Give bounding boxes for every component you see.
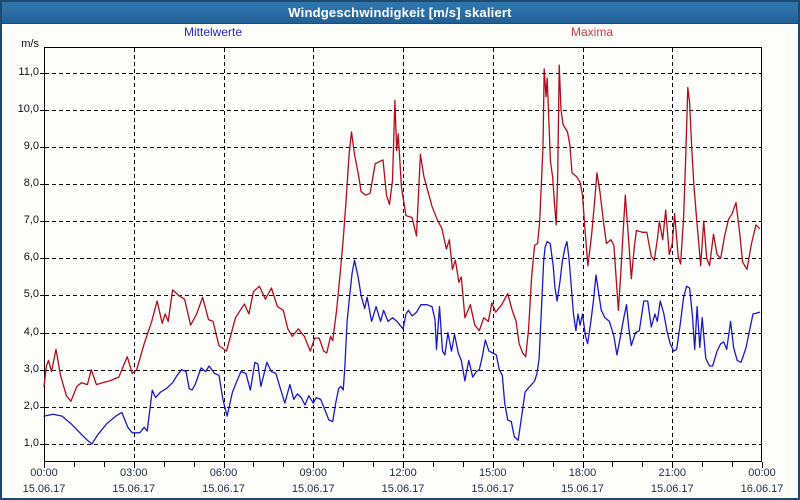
x-tick-date-label: 15.06.17: [471, 483, 515, 495]
y-tick-label: 11,0: [18, 65, 39, 78]
window-title: Windgeschwindigkeit [m/s] skaliert: [288, 5, 512, 20]
y-tick-label: 2,0: [23, 399, 39, 412]
x-tick-time-label: 18:00: [568, 467, 597, 479]
x-tick-time-label: 00:00: [748, 467, 776, 479]
y-axis-unit-label: m/s: [21, 38, 39, 50]
x-tick-time-label: 21:00: [658, 467, 687, 479]
y-tick-label: 10,0: [17, 102, 39, 115]
x-tick-date-label: 15.06.17: [112, 483, 156, 495]
mean-series-line: [43, 240, 761, 445]
x-tick-date-label: 15.06.17: [381, 483, 425, 495]
x-tick-date-label: 15.06.17: [202, 483, 245, 495]
y-tick-label: 1,0: [23, 436, 39, 449]
max-series-line: [43, 64, 761, 402]
x-tick-time-label: 00:00: [30, 467, 58, 479]
y-tick-label: 9,0: [23, 139, 39, 152]
x-tick-date-label: 15.06.17: [561, 483, 604, 495]
legend-maxima-label: Maxima: [570, 25, 614, 39]
x-tick-time-label: 15:00: [478, 467, 507, 479]
y-tick-label: 3,0: [23, 362, 39, 375]
legend-mittelwerte-label: Mittelwerte: [183, 25, 243, 39]
x-tick-date-label: 16.06.17: [740, 483, 784, 495]
y-tick-label: 4,0: [23, 325, 39, 338]
y-tick-label: 5,0: [23, 288, 39, 301]
plot-frame: [44, 47, 762, 462]
x-tick-date-label: 15.06.17: [650, 483, 694, 495]
x-tick-date-label: 15.06.17: [22, 483, 66, 495]
y-tick-label: 6,0: [23, 251, 39, 264]
x-tick-time-label: 12:00: [389, 467, 417, 479]
x-tick-date-label: 15.06.17: [291, 483, 335, 495]
y-tick-label: 7,0: [23, 214, 39, 227]
x-tick-time-label: 06:00: [209, 467, 238, 479]
title-bar: Windgeschwindigkeit [m/s] skaliert: [2, 2, 798, 24]
y-tick-label: 8,0: [23, 177, 39, 190]
x-tick-time-label: 03:00: [119, 467, 148, 479]
x-tick-time-label: 09:00: [299, 467, 328, 479]
